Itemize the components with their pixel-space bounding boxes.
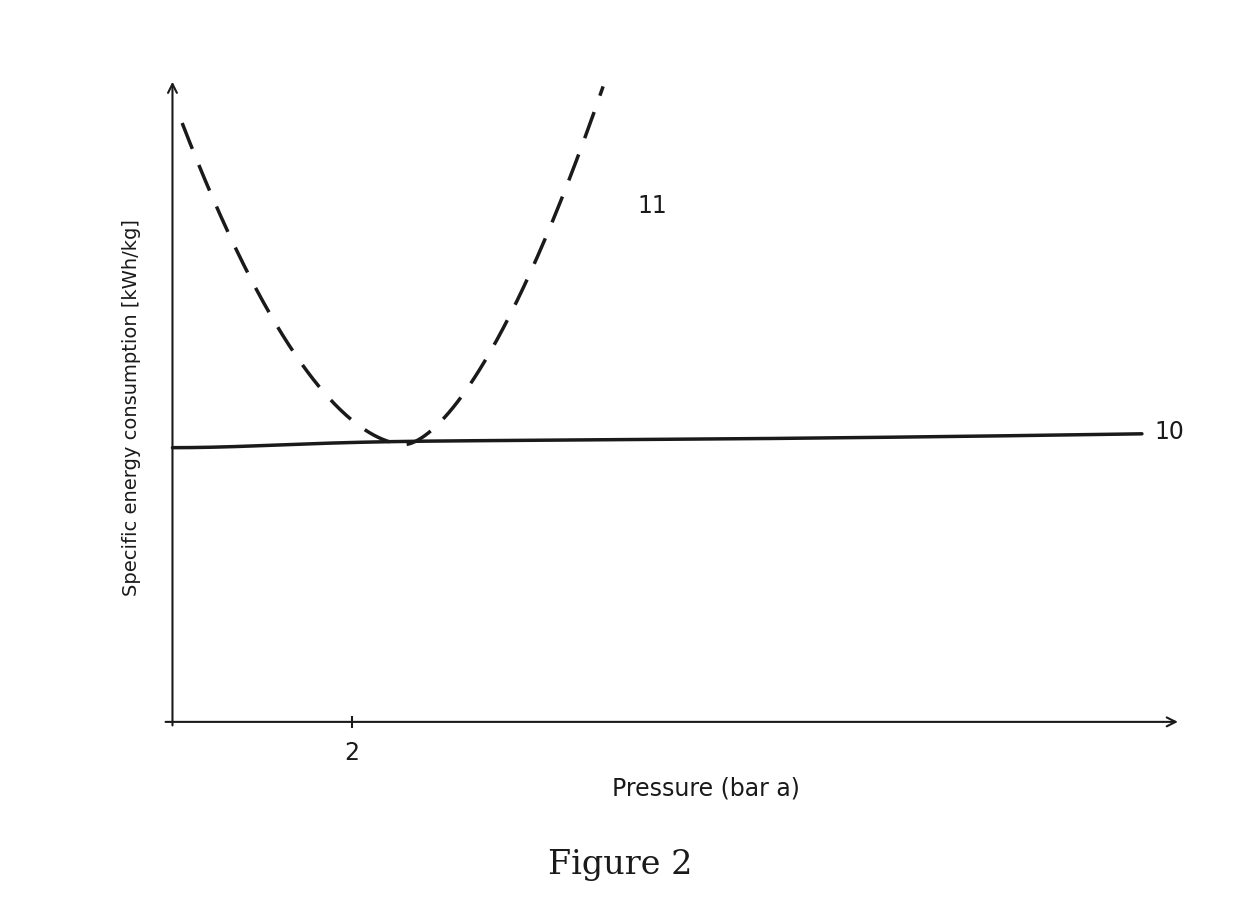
Text: 10: 10 [1154,419,1184,443]
Text: Specific energy consumption [kWh/kg]: Specific energy consumption [kWh/kg] [123,219,141,596]
Text: 11: 11 [637,194,667,218]
Text: Pressure (bar a): Pressure (bar a) [611,776,800,800]
Text: Figure 2: Figure 2 [548,848,692,879]
Text: 2: 2 [345,740,360,764]
